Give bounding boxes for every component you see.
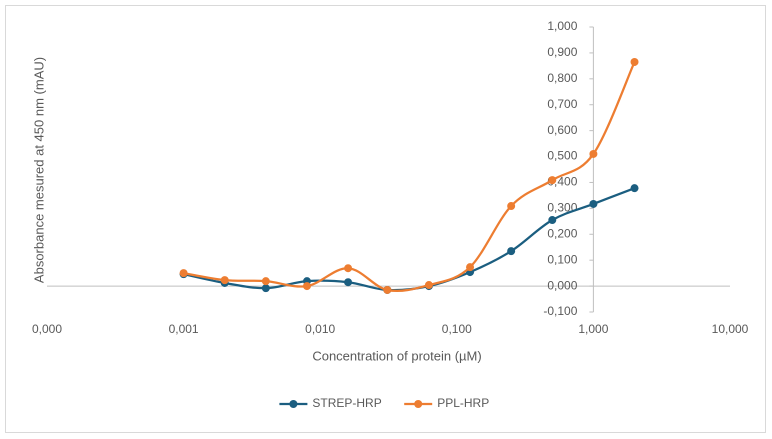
data-point [220, 276, 229, 285]
data-point [302, 282, 311, 291]
data-point [630, 57, 639, 66]
y-tick-label: -0,100 [543, 304, 577, 318]
y-tick-label: 0,600 [547, 123, 577, 137]
y-axis-title: Absorbance mesured at 450 nm (mAU) [31, 57, 46, 283]
data-point [630, 184, 639, 193]
data-point [261, 277, 270, 286]
chart-border [5, 5, 766, 433]
x-tick-label: 0,010 [305, 322, 335, 336]
legend-label: STREP-HRP [312, 396, 381, 410]
y-tick-label: 0,700 [547, 97, 577, 111]
legend-marker [414, 400, 423, 408]
data-point [589, 199, 598, 208]
data-point [179, 269, 188, 278]
x-tick-label: 0,100 [442, 322, 472, 336]
y-tick-label: 0,200 [547, 226, 577, 240]
legend-label: PPL-HRP [437, 396, 489, 410]
y-tick-label: 1,000 [547, 19, 577, 33]
data-point [507, 202, 516, 211]
x-tick-label: 1,000 [578, 322, 608, 336]
y-tick-label: 0,000 [547, 278, 577, 292]
data-point [344, 264, 353, 273]
data-point [548, 216, 557, 225]
x-tick-label: 0,001 [169, 322, 199, 336]
data-point [344, 278, 353, 287]
x-tick-label: 10,000 [712, 322, 749, 336]
x-tick-label: 0,000 [32, 322, 62, 336]
x-axis-title: Concentration of protein (µM) [312, 348, 481, 363]
y-tick-label: 0,500 [547, 149, 577, 163]
data-point [424, 281, 433, 290]
legend-marker [289, 400, 298, 408]
data-point [589, 149, 598, 158]
data-point [261, 284, 270, 293]
y-tick-label: 0,900 [547, 45, 577, 59]
y-tick-label: 0,800 [547, 71, 577, 85]
data-point [548, 176, 557, 185]
data-point [383, 285, 392, 294]
data-point [507, 247, 516, 256]
data-point [466, 263, 475, 272]
y-tick-label: 0,300 [547, 201, 577, 215]
y-tick-label: 0,100 [547, 252, 577, 266]
